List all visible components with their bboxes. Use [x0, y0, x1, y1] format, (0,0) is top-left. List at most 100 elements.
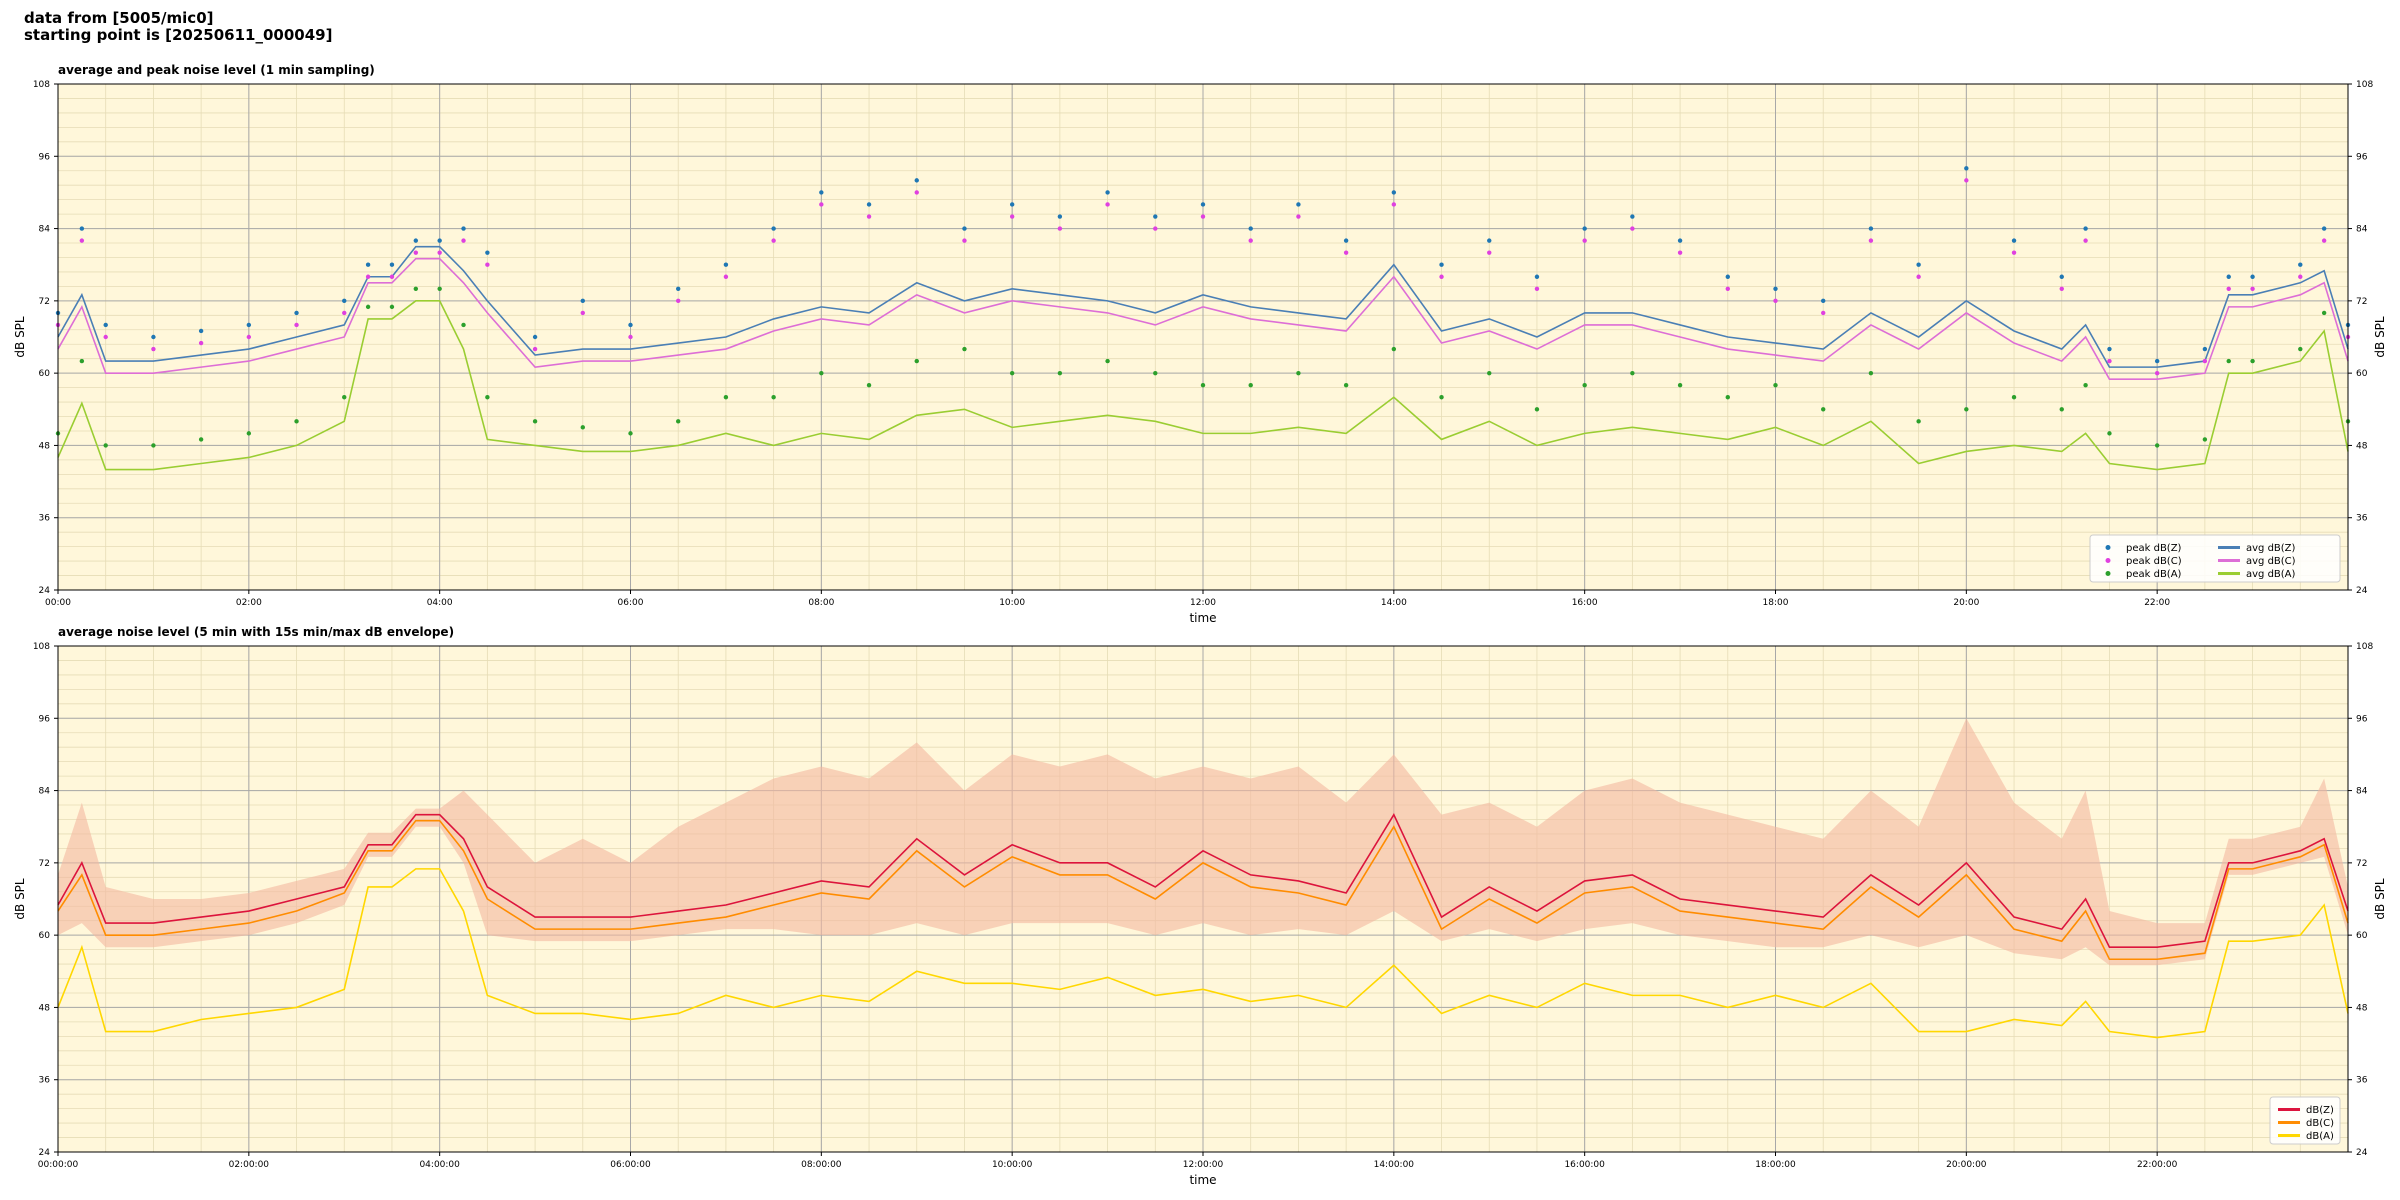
point-peak-db-z: [914, 178, 919, 183]
point-peak-db-a: [1630, 370, 1635, 376]
point-peak-db-z: [1200, 202, 1206, 207]
point-peak-db-a: [1105, 358, 1110, 364]
point-peak-db-z: [532, 334, 538, 340]
point-peak-db-a: [2083, 382, 2088, 388]
x-tick-label: 00:00: [45, 598, 71, 608]
point-peak-db-c: [1773, 298, 1778, 304]
x-axis-label: time: [1189, 1173, 1216, 1187]
point-peak-db-c: [1725, 286, 1730, 292]
point-peak-db-a: [2107, 431, 2112, 436]
point-peak-db-a: [962, 346, 967, 352]
line-db-c: [57, 819, 2349, 961]
point-peak-db-z: [1153, 214, 1158, 219]
point-peak-db-a: [342, 395, 347, 400]
point-peak-db-a: [1439, 395, 1444, 400]
point-peak-db-z: [676, 286, 681, 292]
y-axis-label: dB SPL: [13, 316, 27, 358]
point-peak-db-c: [103, 334, 108, 340]
legend-box: [2089, 534, 2341, 583]
point-peak-db-z: [389, 262, 395, 267]
y-tick-label: 36: [39, 514, 51, 524]
y-tick-label: 108: [33, 80, 50, 90]
point-peak-db-c: [1248, 238, 1253, 243]
point-peak-db-z: [1391, 190, 1397, 195]
y-tick-label-right: 108: [2356, 642, 2373, 652]
point-peak-db-z: [1009, 202, 1015, 207]
point-peak-db-c: [198, 340, 204, 346]
y-tick-label-right: 60: [2356, 369, 2368, 379]
point-peak-db-z: [1964, 166, 1969, 171]
point-peak-db-a: [628, 431, 633, 436]
point-peak-db-c: [485, 262, 490, 267]
point-peak-db-c: [580, 310, 585, 316]
point-peak-db-c: [1630, 226, 1635, 231]
y-tick-label: 84: [39, 787, 51, 797]
y-tick-label: 24: [39, 1148, 51, 1158]
y-tick-label: 60: [39, 369, 51, 379]
point-peak-db-c: [723, 274, 729, 279]
line-avg-db-z: [57, 245, 2349, 368]
point-peak-db-z: [413, 238, 419, 243]
point-peak-db-z: [723, 262, 729, 267]
point-peak-db-a: [580, 425, 585, 430]
point-peak-db-z: [151, 334, 156, 340]
point-peak-db-a: [79, 358, 85, 364]
y-tick-label: 60: [39, 931, 51, 941]
point-peak-db-z: [246, 322, 252, 328]
legend-marker: [2105, 571, 2111, 576]
point-peak-db-z: [1630, 214, 1635, 219]
legend-entry: avg dB(A): [2246, 569, 2296, 580]
point-peak-db-z: [2226, 274, 2231, 279]
point-peak-db-a: [294, 419, 299, 424]
point-peak-db-c: [1439, 274, 1444, 279]
y-tick-label-right: 96: [2356, 152, 2368, 162]
point-peak-db-c: [1296, 214, 1301, 219]
y-tick-label-right: 72: [2356, 297, 2367, 307]
point-peak-db-c: [2321, 238, 2327, 243]
x-tick-label: 10:00:00: [992, 1160, 1033, 1170]
point-peak-db-a: [2154, 443, 2160, 448]
point-peak-db-a: [1868, 370, 1874, 376]
point-peak-db-c: [628, 334, 633, 340]
point-peak-db-c: [2059, 286, 2064, 292]
x-tick-label: 12:00: [1190, 598, 1216, 608]
x-tick-label: 00:00:00: [38, 1160, 79, 1170]
chart-avg-peak-noise: 24 24 36 36 48 48 60 60 72 72 84 84 96 96 108 108 00:00 0…: [13, 63, 2387, 625]
point-peak-db-c: [79, 238, 85, 243]
point-peak-db-z: [1868, 226, 1874, 231]
point-peak-db-c: [1582, 238, 1587, 243]
point-peak-db-c: [1105, 202, 1110, 207]
point-peak-db-a: [819, 370, 824, 376]
point-peak-db-a: [1821, 407, 1826, 412]
point-peak-db-a: [1677, 382, 1683, 388]
point-peak-db-z: [1487, 238, 1492, 243]
point-peak-db-a: [437, 286, 442, 292]
y-tick-label: 36: [39, 1076, 51, 1086]
y-axis-label-right: dB SPL: [2373, 878, 2387, 920]
legend-marker: [2105, 545, 2111, 550]
envelope-band: [58, 718, 2348, 966]
point-peak-db-a: [461, 322, 466, 328]
point-peak-db-a: [1725, 395, 1730, 400]
point-peak-db-z: [1916, 262, 1921, 267]
point-peak-db-c: [1677, 250, 1683, 255]
point-peak-db-a: [1057, 370, 1063, 376]
x-tick-label: 16:00:00: [1564, 1160, 1605, 1170]
x-tick-label: 22:00:00: [2137, 1160, 2178, 1170]
point-peak-db-c: [2107, 358, 2112, 364]
x-tick-label: 02:00:00: [229, 1160, 270, 1170]
y-tick-label: 72: [39, 859, 50, 869]
y-tick-label-right: 24: [2356, 1148, 2368, 1158]
point-peak-db-z: [1105, 190, 1110, 195]
line-db-a: [57, 868, 2349, 1039]
point-peak-db-z: [962, 226, 967, 231]
x-tick-label: 22:00: [2144, 598, 2170, 608]
legend-entry: peak dB(Z): [2126, 543, 2182, 554]
source-label: data from [5005/mic0]: [24, 9, 214, 27]
point-peak-db-a: [914, 358, 919, 364]
y-tick-label-right: 48: [2356, 1003, 2368, 1013]
point-peak-db-z: [461, 226, 466, 231]
x-tick-label: 10:00: [999, 598, 1025, 608]
point-peak-db-z: [2059, 274, 2064, 279]
x-tick-label: 08:00:00: [801, 1160, 842, 1170]
